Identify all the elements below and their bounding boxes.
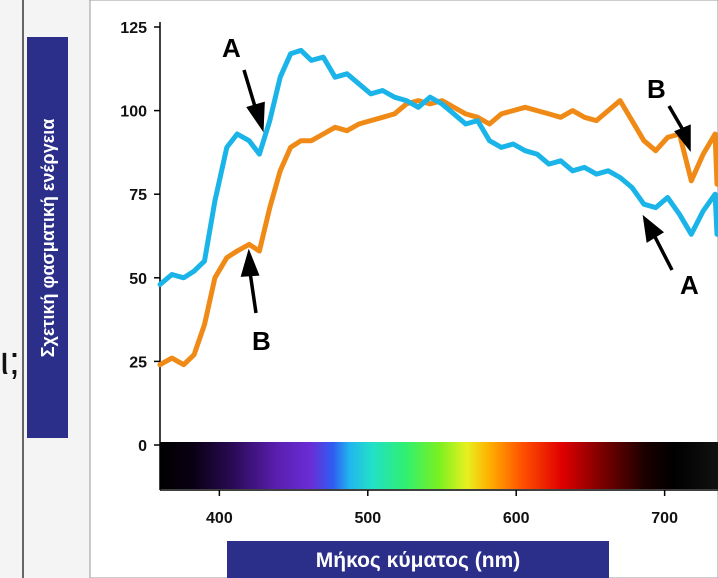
slide-border-line (22, 0, 24, 578)
y-tick-label: 100 (120, 104, 147, 121)
y-tick-label: 50 (129, 271, 147, 288)
spectrum-bar (160, 442, 718, 489)
x-label-box (227, 541, 609, 578)
series-line-a (157, 47, 718, 287)
x-axis-label: Μήκος κύματος (nm) (316, 549, 520, 572)
annotation-b-bottom: B (252, 326, 271, 356)
arrow-a-top-shaft (242, 69, 258, 111)
annotation-arrows (240, 69, 691, 314)
arrow-b-right-head (674, 124, 691, 152)
annotation-a-top: A (222, 33, 241, 63)
x-tick-label: 500 (354, 510, 381, 527)
arrow-a-top-head (246, 101, 265, 133)
x-tick-label: 400 (206, 510, 233, 527)
arrow-a-right-head (642, 214, 665, 243)
arrow-b-right-shaft (667, 105, 685, 131)
x-tick-label: 700 (651, 510, 678, 527)
annotation-b-right: B (647, 74, 666, 104)
arrow-b-bottom-shaft (248, 271, 258, 314)
arrow-a-right-shaft (652, 234, 674, 271)
annotation-a-right: A (680, 270, 699, 300)
plot-panel (89, 0, 718, 578)
x-tick-label: 600 (503, 510, 530, 527)
y-tick-label: 125 (120, 20, 147, 37)
y-axis-label: Σχετική φασματική ενέργεια (38, 119, 58, 358)
y-tick-label: 75 (129, 187, 147, 204)
y-tick-label: 0 (138, 438, 147, 455)
arrow-b-bottom-head (240, 248, 260, 277)
y-label-box (27, 37, 68, 438)
y-tick-label: 25 (129, 354, 147, 371)
side-text-fragment: ι; (0, 339, 20, 383)
